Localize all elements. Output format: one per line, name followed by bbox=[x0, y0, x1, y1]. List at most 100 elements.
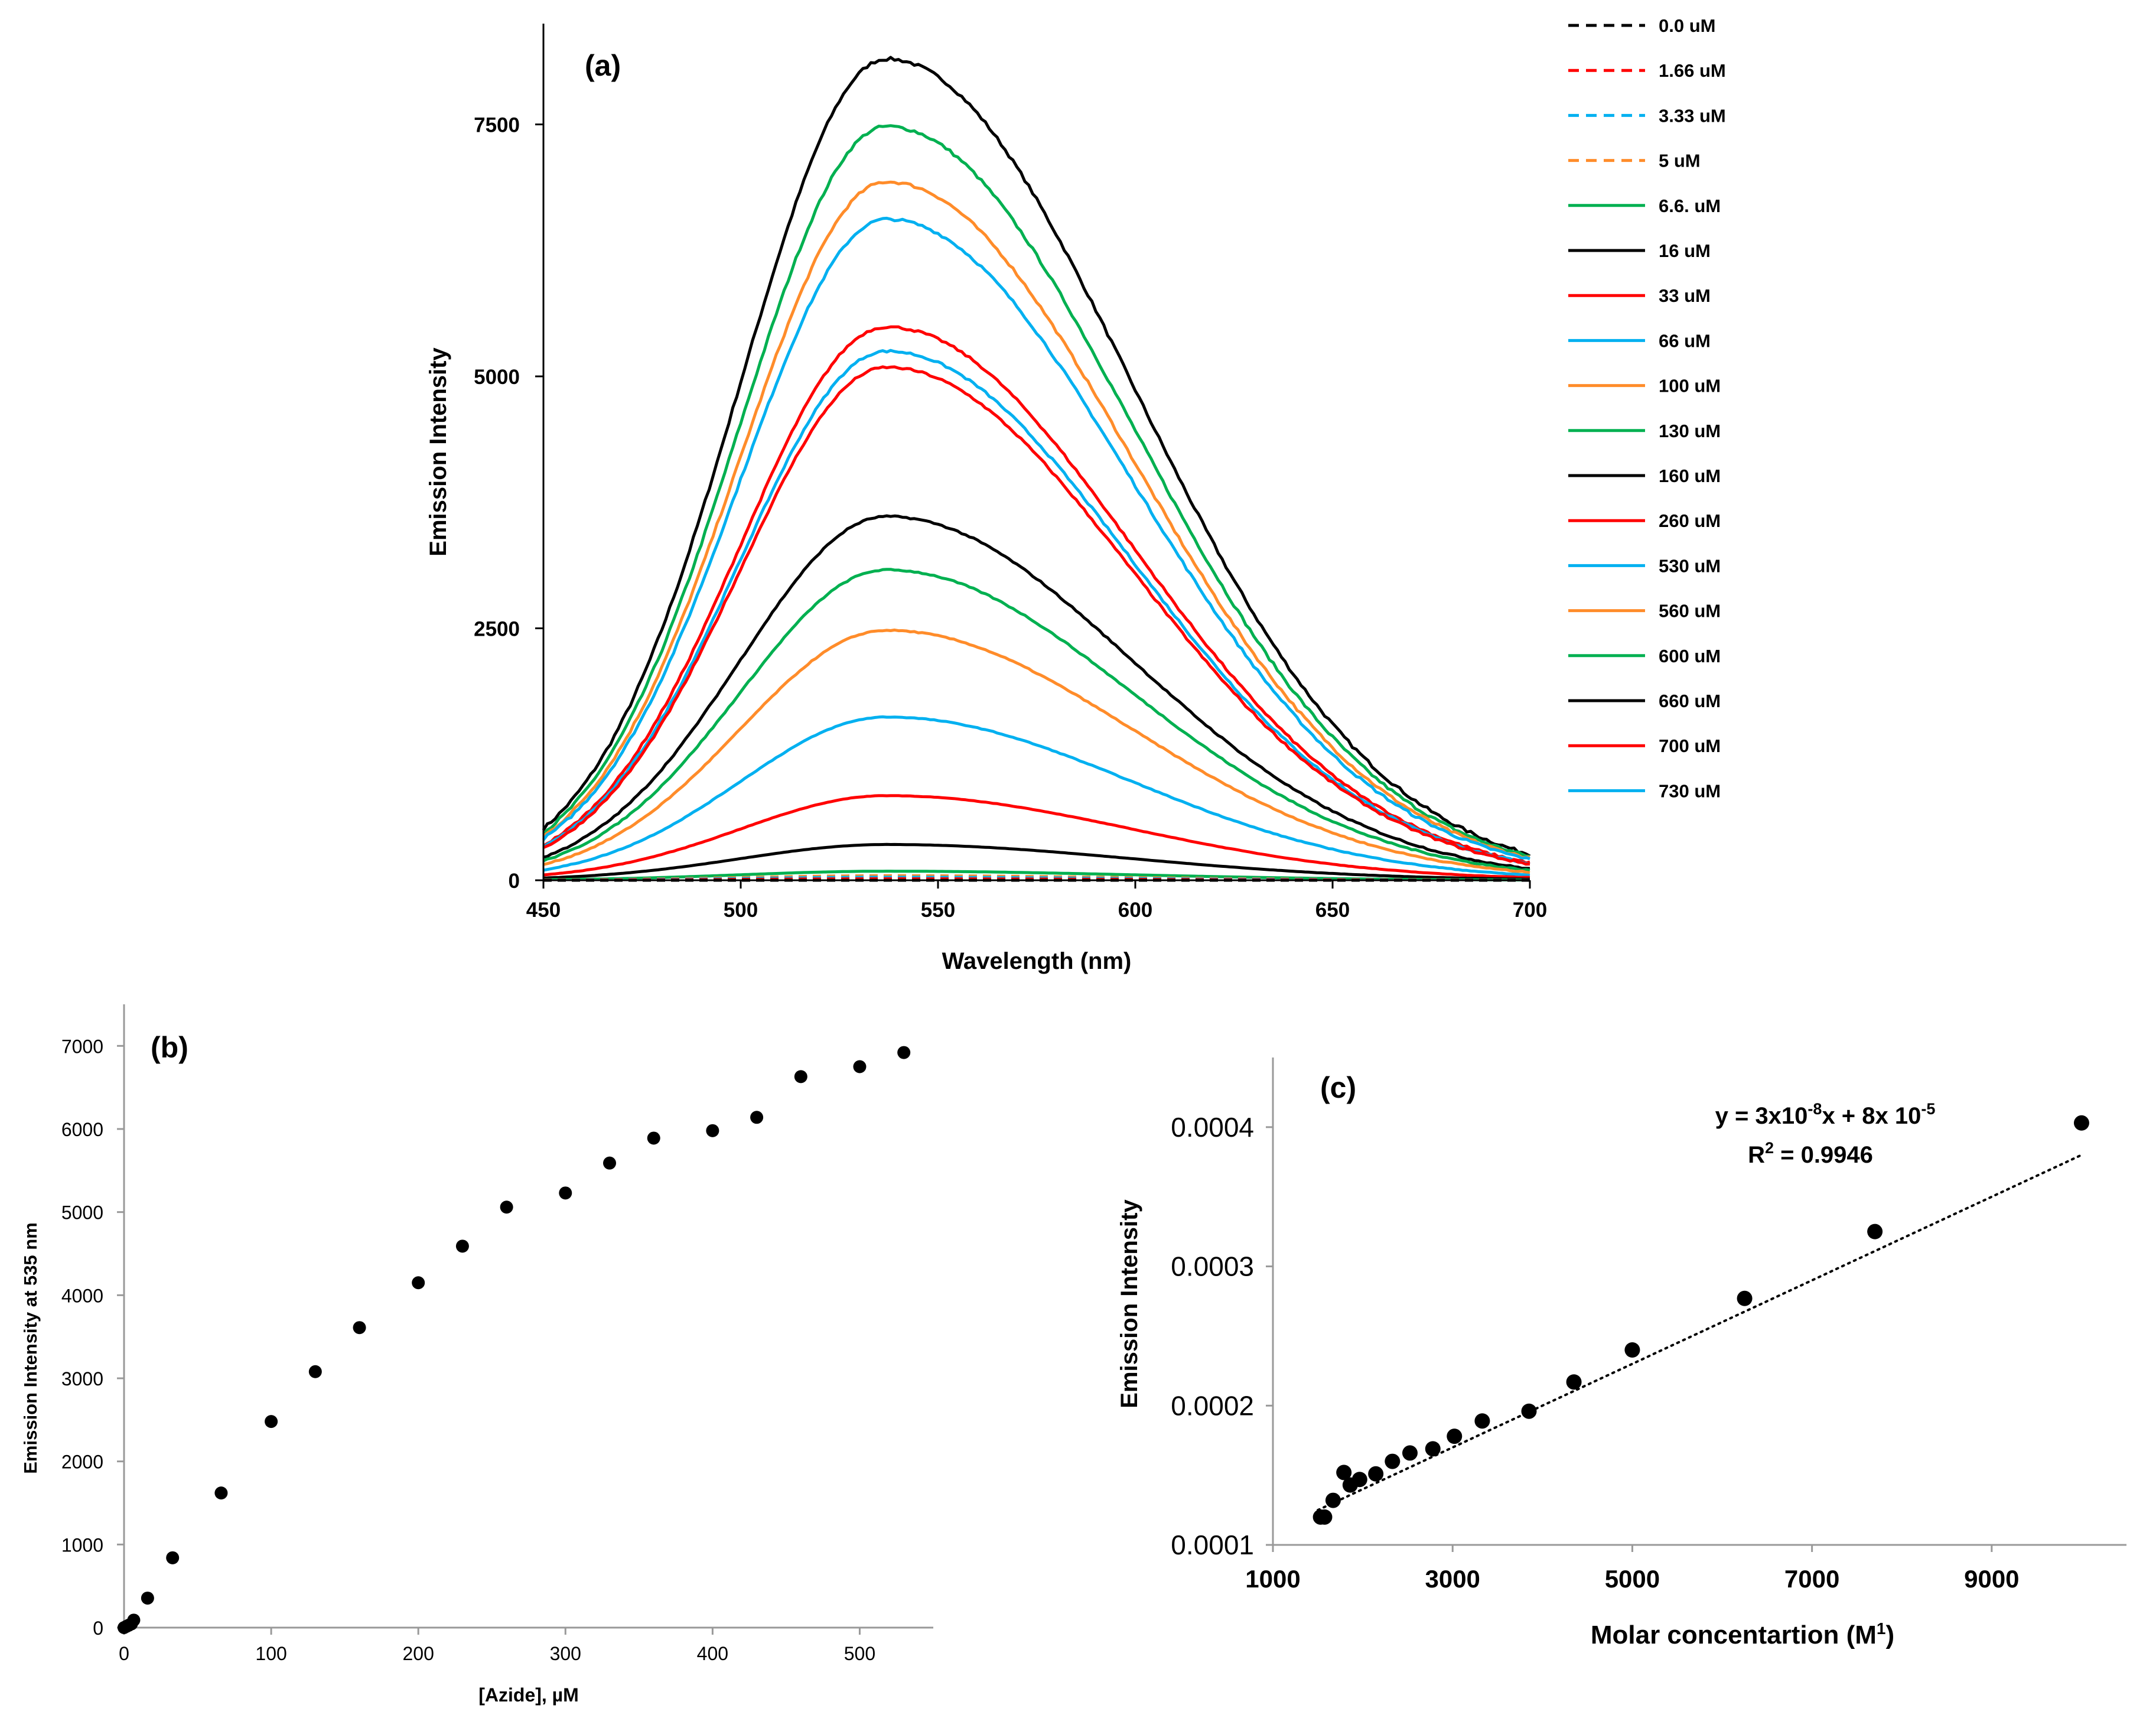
b-data-point bbox=[127, 1613, 141, 1627]
legend-label-100-um: 100 uM bbox=[1659, 376, 1721, 396]
c-data-point bbox=[1521, 1403, 1537, 1419]
panel-b-intensity-vs-azide: 0 100 200 300 400 500 0 1000 2000 3000 4000 5000 60… bbox=[20, 1004, 933, 1706]
c-data-point bbox=[1474, 1413, 1490, 1429]
c-y-tick-label: 0.0004 bbox=[1171, 1112, 1254, 1143]
c-x-tick-label: 9000 bbox=[1964, 1565, 2019, 1593]
c-trend-equation: y = 3x10-8x + 8x 10-5 bbox=[1715, 1100, 1936, 1129]
c-data-point bbox=[1566, 1374, 1582, 1390]
b-x-ticks: 0 100 200 300 400 500 bbox=[119, 1628, 875, 1664]
b-x-tick-label: 500 bbox=[844, 1643, 875, 1664]
b-data-point bbox=[308, 1365, 322, 1378]
legend-label-66-um: 66 uM bbox=[1659, 330, 1711, 351]
c-data-point bbox=[1867, 1224, 1883, 1239]
legend-label-1-66-um: 1.66 uM bbox=[1659, 60, 1726, 81]
b-y-axis-label: Emission Intensity at 535 nm bbox=[20, 1222, 41, 1474]
c-y-axis-label: Emission Intensity bbox=[1116, 1199, 1142, 1408]
c-data-points bbox=[1313, 1115, 2089, 1525]
spectrum-260-um bbox=[543, 365, 1530, 866]
c-data-point bbox=[1402, 1445, 1418, 1461]
legend-label-0-0-um: 0.0 uM bbox=[1659, 15, 1715, 36]
b-y-tick-label: 6000 bbox=[61, 1119, 103, 1140]
b-data-point bbox=[500, 1200, 513, 1214]
panel-c-linear-fit: 1000 3000 5000 7000 9000 0.00010.00020.00030… bbox=[1116, 1058, 2126, 1649]
legend-label-33-um: 33 uM bbox=[1659, 285, 1711, 306]
spectrum-700-um bbox=[542, 325, 1530, 865]
b-y-ticks: 0 1000 2000 3000 4000 5000 6000 7000 bbox=[61, 1036, 124, 1639]
b-x-tick-label: 200 bbox=[402, 1643, 434, 1664]
legend-label-160-um: 160 uM bbox=[1659, 466, 1721, 486]
b-y-tick-label: 2000 bbox=[61, 1452, 103, 1473]
b-y-tick-label: 7000 bbox=[61, 1036, 103, 1057]
b-data-point bbox=[897, 1046, 911, 1059]
spectrum-730-um bbox=[542, 216, 1530, 861]
legend-label-600-um: 600 uM bbox=[1659, 646, 1721, 666]
a-panel-label: (a) bbox=[585, 49, 621, 82]
a-y-tick-label: 2500 bbox=[474, 618, 520, 641]
c-data-point bbox=[1351, 1472, 1367, 1488]
spectrum-100-um bbox=[543, 628, 1530, 874]
b-data-point bbox=[141, 1592, 154, 1605]
b-y-tick-label: 1000 bbox=[61, 1534, 103, 1556]
a-x-tick-label: 550 bbox=[921, 899, 955, 922]
c-data-point bbox=[1624, 1342, 1640, 1358]
c-x-tick-label: 7000 bbox=[1784, 1565, 1839, 1593]
c-x-ticks: 1000 3000 5000 7000 9000 bbox=[1245, 1545, 2020, 1593]
c-x-axis-label: Molar concentartion (M1) bbox=[1591, 1619, 1894, 1649]
c-x-tick-label: 1000 bbox=[1245, 1565, 1300, 1593]
c-panel-label: (c) bbox=[1320, 1071, 1356, 1104]
spectrum-130-um bbox=[542, 568, 1530, 872]
spectrum-530-um bbox=[542, 349, 1530, 866]
b-data-point bbox=[603, 1156, 616, 1170]
b-data-point bbox=[647, 1131, 660, 1145]
spectrum-6-6-um bbox=[543, 870, 1530, 881]
c-y-tick-label: 0.0001 bbox=[1171, 1530, 1254, 1560]
legend-label-530-um: 530 uM bbox=[1659, 555, 1721, 576]
c-data-point bbox=[1447, 1429, 1463, 1444]
c-data-point bbox=[1385, 1453, 1401, 1469]
c-x-tick-label: 3000 bbox=[1425, 1565, 1480, 1593]
legend-label-660-um: 660 uM bbox=[1659, 691, 1721, 711]
b-data-point bbox=[455, 1239, 469, 1253]
legend-label-560-um: 560 uM bbox=[1659, 601, 1721, 622]
spectrum-33-um bbox=[543, 794, 1530, 879]
spectrum-66-um bbox=[543, 715, 1530, 877]
a-y-axis-label: Emission Intensity bbox=[425, 347, 451, 557]
a-y-tick-label: 7500 bbox=[474, 114, 520, 137]
b-y-tick-label: 4000 bbox=[61, 1285, 103, 1306]
c-data-point bbox=[1317, 1509, 1333, 1525]
legend-label-3-33-um: 3.33 uM bbox=[1659, 105, 1726, 126]
a-x-tick-label: 450 bbox=[526, 899, 561, 922]
c-data-point bbox=[1325, 1492, 1341, 1508]
a-x-tick-label: 700 bbox=[1513, 899, 1547, 922]
b-data-point bbox=[214, 1486, 228, 1500]
b-x-axis-label: [Azide], µM bbox=[478, 1684, 579, 1706]
b-data-point bbox=[559, 1186, 572, 1200]
a-y-tick-label: 0 bbox=[509, 870, 520, 893]
b-data-point bbox=[750, 1111, 764, 1124]
c-y-tick-label: 0.0003 bbox=[1171, 1251, 1254, 1282]
b-data-point bbox=[794, 1070, 807, 1083]
b-y-tick-label: 0 bbox=[93, 1618, 103, 1639]
legend-label-5-um: 5 uM bbox=[1659, 151, 1701, 171]
c-x-tick-label: 5000 bbox=[1605, 1565, 1660, 1593]
c-y-ticks: 0.0001 0.0002 0.0003 0.0004 bbox=[1171, 1112, 1273, 1560]
legend-label-6-6-um: 6.6. uM bbox=[1659, 196, 1721, 216]
legend-label-16-um: 16 uM bbox=[1659, 240, 1711, 261]
b-data-point bbox=[412, 1276, 425, 1290]
c-data-point bbox=[2073, 1115, 2089, 1131]
spectrum-560-um bbox=[542, 180, 1530, 860]
panel-a-emission-spectra: 450 500 550 600 650 700 0 2500 5000 7500 Wavelen… bbox=[425, 15, 1726, 974]
b-data-point bbox=[853, 1060, 867, 1073]
spectrum-600-um bbox=[542, 124, 1530, 858]
legend-label-700-um: 700 uM bbox=[1659, 736, 1721, 756]
c-y-tick-label: 0.0002 bbox=[1171, 1390, 1254, 1421]
a-y-ticks: 0 2500 5000 7500 bbox=[474, 114, 543, 893]
c-data-point bbox=[1368, 1466, 1384, 1482]
b-data-point bbox=[166, 1551, 180, 1564]
a-x-tick-label: 650 bbox=[1315, 899, 1350, 922]
b-data-point bbox=[353, 1321, 366, 1335]
b-data-points bbox=[118, 1046, 911, 1634]
b-data-point bbox=[706, 1124, 719, 1137]
b-x-tick-label: 400 bbox=[697, 1643, 728, 1664]
a-x-tick-label: 500 bbox=[724, 899, 758, 922]
